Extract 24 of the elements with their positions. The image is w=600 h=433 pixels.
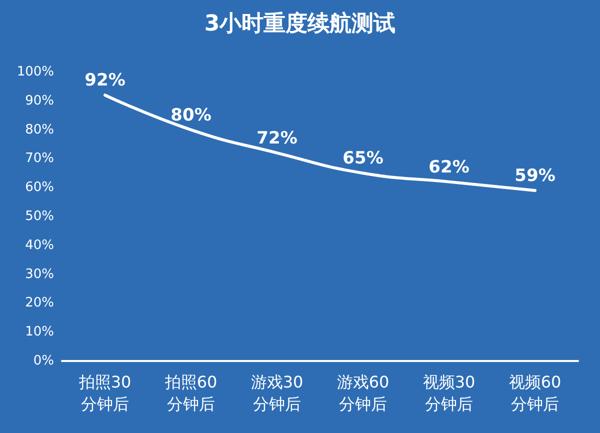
text: 80% <box>170 105 212 126</box>
text: 72% <box>256 128 298 148</box>
y-tick-label: 20% <box>25 296 54 311</box>
x-tick-label: 拍照30 分钟后 <box>78 372 132 414</box>
x-tick-label: 游戏60 分钟后 <box>336 372 390 414</box>
y-tick-label: 100% <box>16 64 54 80</box>
y-tick-label: 10% <box>25 324 54 340</box>
x-tick-label: 视频60 分钟后 <box>508 372 562 414</box>
y-tick-label: 40% <box>25 238 54 253</box>
y-tick-label: 0% <box>33 354 54 368</box>
y-tick-label: 90% <box>25 93 54 108</box>
x-tick-label: 拍照60 分钟后 <box>164 372 218 414</box>
x-tick-label: 游戏30 分钟后 <box>250 372 304 414</box>
text: 65% <box>342 148 384 169</box>
y-tick-label: 50% <box>25 209 54 224</box>
text: 92% <box>84 70 126 91</box>
x-tick-label: 视频30 分钟后 <box>422 372 476 414</box>
y-tick-label: 30% <box>25 266 54 282</box>
y-tick-label: 60% <box>25 180 54 196</box>
y-tick-label: 80% <box>25 122 54 138</box>
text: 59% <box>514 166 556 186</box>
y-tick-label: 70% <box>25 151 54 166</box>
chart-title: 3小时重度续航测试 <box>204 10 396 36</box>
text: 62% <box>428 157 470 178</box>
